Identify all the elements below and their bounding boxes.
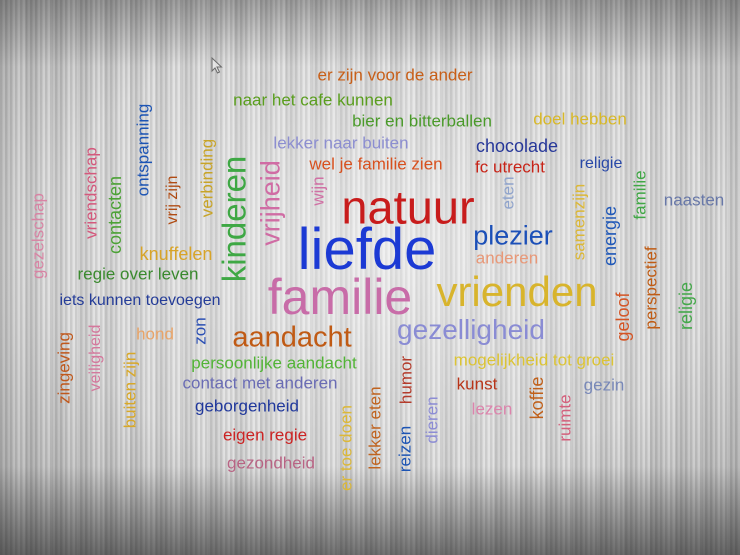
- word-cloud-term: geloof: [613, 292, 633, 342]
- word-cloud-term: vrienden: [436, 268, 598, 315]
- word-cloud-term: lekker naar buiten: [273, 133, 409, 153]
- word-cloud-term: religie: [676, 281, 696, 331]
- word-cloud-term: wel je familie zien: [309, 154, 443, 174]
- word-cloud-term: geborgenheid: [195, 396, 299, 416]
- word-cloud-term: vrijheid: [255, 160, 286, 246]
- word-cloud-term: plezier: [473, 220, 553, 251]
- word-cloud-term: familie: [630, 170, 650, 220]
- word-cloud-term: eigen regie: [222, 425, 308, 445]
- word-cloud-term: fc utrecht: [475, 157, 545, 177]
- word-cloud-term: religie: [579, 155, 623, 172]
- word-cloud-term: liefde: [297, 217, 437, 282]
- word-cloud-term: veiligheid: [87, 324, 104, 392]
- word-cloud-term: vrij zijn: [164, 175, 181, 225]
- word-cloud-term: lezen: [471, 399, 513, 419]
- word-cloud-term: doel hebben: [533, 109, 627, 129]
- word-cloud-term: eten: [498, 176, 518, 210]
- word-cloud-term: lekker eten: [365, 386, 385, 470]
- word-cloud-term: buiten zijn: [120, 351, 140, 429]
- word-cloud-term: hond: [136, 324, 174, 344]
- word-cloud-term: kunst: [456, 374, 498, 394]
- word-cloud-term: zon: [190, 317, 210, 345]
- word-cloud-term: persoonlijke aandacht: [191, 353, 357, 373]
- word-cloud-term: contact met anderen: [182, 373, 338, 393]
- word-cloud-term: naar het cafe kunnen: [233, 90, 393, 110]
- word-cloud-term: dieren: [422, 396, 442, 444]
- word-cloud-term: gezelligheid: [397, 314, 545, 345]
- word-cloud-term: reizen: [395, 425, 415, 473]
- word-cloud-term: familie: [267, 269, 413, 325]
- word-cloud-term: ontspanning: [133, 103, 153, 197]
- word-cloud-term: vriendschap: [81, 147, 101, 239]
- word-cloud-term: gezelschap: [28, 192, 48, 280]
- word-cloud-term: kinderen: [215, 155, 253, 283]
- word-cloud-term: bier en bitterballen: [352, 111, 492, 131]
- word-cloud-term: knuffelen: [139, 244, 213, 264]
- word-cloud-term: samenzijn: [569, 183, 589, 261]
- word-cloud-term: chocolade: [475, 136, 559, 156]
- word-cloud-term: aandacht: [232, 321, 352, 354]
- word-cloud-term: anderen: [475, 248, 539, 268]
- word-cloud-term: natuur: [341, 180, 475, 234]
- word-cloud-term: mogelijkheid tot groei: [453, 350, 615, 370]
- word-cloud-term: energie: [600, 205, 620, 267]
- word-cloud-term: gezin: [583, 375, 625, 395]
- word-cloud-term: humor: [396, 355, 416, 405]
- word-cloud-term: er zijn voor de ander: [317, 65, 473, 85]
- word-cloud-term: ruimte: [555, 394, 575, 442]
- word-cloud-term: verbinding: [197, 138, 217, 218]
- word-cloud-term: gezondheid: [227, 453, 315, 473]
- word-cloud-term: naasten: [663, 190, 725, 210]
- word-cloud-term: contacten: [105, 175, 125, 255]
- word-cloud-term: wijn: [308, 176, 328, 206]
- word-cloud-term: regie over leven: [77, 264, 199, 284]
- word-cloud-term: iets kunnen toevoegen: [59, 292, 221, 309]
- word-cloud-term: koffie: [527, 376, 547, 420]
- word-cloud-term: perspectief: [641, 246, 661, 330]
- mouse-pointer-icon: [211, 57, 223, 74]
- word-cloud-term: zingeving: [54, 332, 74, 404]
- word-cloud-term: er toe doen: [336, 404, 356, 492]
